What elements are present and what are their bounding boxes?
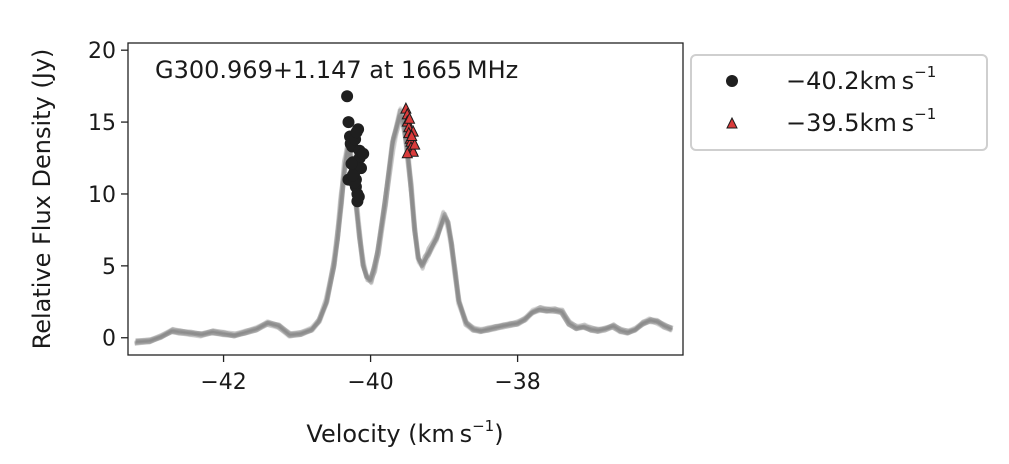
spectrum-curves (134, 106, 674, 346)
legend-marker-triangle (726, 116, 738, 129)
data-point-series-1 (350, 126, 363, 139)
tick-layer: −42 −40 −38 0 5 10 15 20 (88, 39, 541, 395)
x-axis-label: Velocity (km s−1) (306, 417, 503, 448)
data-point-series-2 (401, 146, 414, 159)
y-tick-label: 5 (102, 255, 116, 280)
y-tick-label: 15 (88, 111, 116, 136)
spectrum-line (135, 114, 673, 345)
spectrum-line (136, 108, 673, 343)
data-point-series-1 (355, 162, 367, 175)
legend-box (690, 54, 988, 151)
data-point-series-2 (408, 137, 421, 150)
spectrum-line (135, 112, 674, 344)
x-tick-label: −42 (200, 370, 246, 395)
data-point-series-2 (403, 112, 416, 124)
marker-layer (341, 90, 421, 208)
legend: −40.2km s−1 −39.5km s−1 (690, 54, 988, 151)
data-point-series-1 (341, 90, 354, 103)
data-point-series-1 (357, 147, 370, 160)
spectrum-line (135, 106, 674, 343)
data-point-series-1 (352, 190, 365, 203)
y-tick-label: 10 (88, 183, 116, 208)
axes-frame (127, 42, 684, 356)
legend-label-series-2: −39.5km s−1 (786, 105, 936, 137)
data-point-series-2 (405, 129, 418, 141)
x-tick-label: −38 (494, 370, 540, 395)
spectrum-line (134, 108, 673, 346)
spectrum-line (134, 107, 673, 345)
spectrum-line (134, 119, 673, 346)
legend-marker-circle (726, 75, 738, 87)
legend-label-series-1: −40.2km s−1 (786, 63, 936, 95)
spectrum-line (134, 113, 674, 346)
spectrum-line (135, 116, 673, 343)
chart-title: G300.969+1.147 at 1665 MHz (155, 56, 518, 84)
data-point-series-1 (345, 157, 358, 170)
y-tick-label: 20 (88, 39, 116, 64)
data-point-series-1 (346, 169, 359, 182)
y-axis-label: Relative Flux Density (Jy) (28, 49, 56, 350)
y-tick-label: 0 (102, 327, 116, 352)
spectrum-line (136, 113, 674, 344)
data-point-series-1 (342, 116, 355, 129)
x-tick-label: −40 (347, 370, 393, 395)
